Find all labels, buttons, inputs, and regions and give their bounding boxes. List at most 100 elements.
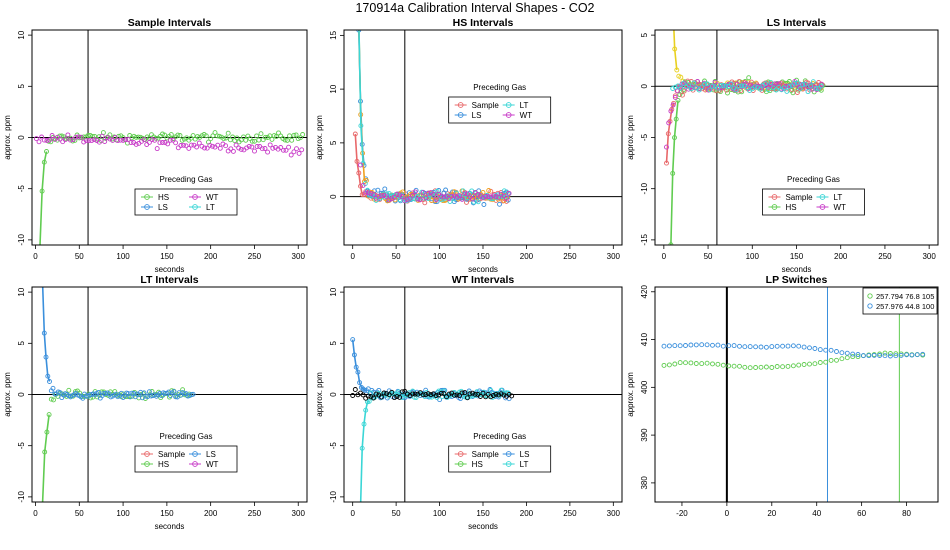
- data-point: [254, 133, 260, 139]
- data-point: [101, 390, 107, 396]
- y-tick-label: 0: [329, 392, 338, 397]
- data-point: [359, 507, 363, 511]
- data-point: [457, 193, 462, 199]
- legend-swatch-marker: [867, 293, 873, 299]
- legend-swatch-marker: [457, 112, 464, 118]
- data-point: [860, 353, 866, 359]
- data-point: [232, 138, 238, 144]
- y-tick-label: 5: [329, 341, 338, 346]
- data-point: [280, 147, 286, 153]
- data-point: [215, 142, 221, 148]
- y-tick-label: -5: [329, 442, 338, 450]
- data-point: [425, 196, 431, 201]
- data-point: [481, 202, 487, 207]
- data-point: [672, 94, 678, 100]
- series-sample: [664, 78, 825, 166]
- legend-box: [448, 445, 552, 473]
- data-point: [375, 187, 381, 193]
- data-point: [287, 133, 292, 139]
- y-axis-label: approx. ppm: [315, 372, 324, 417]
- data-point: [389, 389, 395, 395]
- x-tick-label: 150: [476, 252, 490, 261]
- data-point: [300, 132, 306, 137]
- data-point: [252, 148, 257, 154]
- data-point: [792, 79, 798, 85]
- data-point: [282, 137, 288, 143]
- legend-swatch-marker: [771, 194, 778, 200]
- data-point: [410, 196, 416, 202]
- plot-area: [344, 30, 622, 245]
- data-point: [135, 134, 141, 140]
- data-point: [366, 398, 372, 404]
- x-tick-label: 150: [160, 252, 174, 261]
- x-tick-label: 200: [520, 509, 534, 518]
- data-point: [397, 394, 403, 400]
- data-point: [407, 195, 413, 201]
- x-tick-label: 300: [292, 252, 306, 261]
- data-point: [162, 140, 168, 145]
- data-point: [850, 351, 856, 357]
- data-point: [672, 84, 678, 90]
- data-point: [228, 146, 234, 152]
- data-point: [178, 143, 184, 148]
- data-point: [394, 394, 400, 400]
- data-point: [828, 357, 834, 363]
- data-point: [204, 145, 210, 151]
- data-point: [223, 135, 229, 141]
- data-point: [52, 391, 58, 397]
- data-point: [486, 188, 492, 193]
- data-point: [818, 81, 824, 87]
- data-point: [70, 137, 76, 143]
- x-tick-label: 200: [204, 509, 218, 518]
- data-point: [194, 144, 200, 150]
- legend-title: Preceding Gas: [160, 175, 213, 184]
- data-point: [801, 362, 807, 367]
- data-point: [661, 362, 667, 368]
- data-point: [443, 187, 449, 193]
- data-point: [678, 85, 684, 91]
- data-point: [748, 79, 754, 85]
- data-point: [686, 82, 692, 88]
- data-point: [893, 351, 899, 357]
- series-lt: [670, 79, 824, 95]
- data-point: [675, 88, 681, 94]
- y-tick-label: 5: [17, 84, 26, 89]
- data-point: [412, 391, 418, 397]
- data-point: [46, 412, 52, 418]
- data-point: [673, 116, 679, 122]
- legend-label: HS: [785, 203, 796, 212]
- legend-swatch-marker: [457, 461, 464, 467]
- data-point: [381, 193, 387, 198]
- data-point: [57, 390, 63, 396]
- data-point: [168, 132, 174, 138]
- data-point: [807, 361, 812, 367]
- legend-title: Preceding Gas: [473, 83, 526, 92]
- data-point: [96, 389, 102, 395]
- y-tick-label: 10: [17, 30, 26, 39]
- data-point: [704, 81, 710, 87]
- data-point: [725, 82, 731, 88]
- y-tick-label: 420: [640, 285, 649, 299]
- data-point: [57, 136, 63, 142]
- data-point: [758, 344, 764, 350]
- data-point: [717, 83, 723, 88]
- legend-label: LS: [158, 203, 168, 212]
- data-point: [812, 361, 818, 367]
- data-point: [373, 197, 379, 203]
- data-point: [425, 391, 431, 397]
- data-point: [283, 147, 289, 153]
- data-point: [188, 142, 194, 148]
- data-point: [39, 188, 45, 194]
- data-point: [175, 132, 181, 138]
- data-point: [146, 389, 152, 395]
- data-point: [674, 67, 680, 73]
- legend-box: [762, 188, 865, 216]
- data-point: [765, 87, 771, 93]
- data-point: [112, 134, 118, 140]
- data-point: [780, 364, 786, 370]
- data-point: [731, 363, 737, 369]
- data-point: [742, 364, 748, 370]
- data-point: [441, 391, 447, 397]
- data-point: [720, 343, 726, 349]
